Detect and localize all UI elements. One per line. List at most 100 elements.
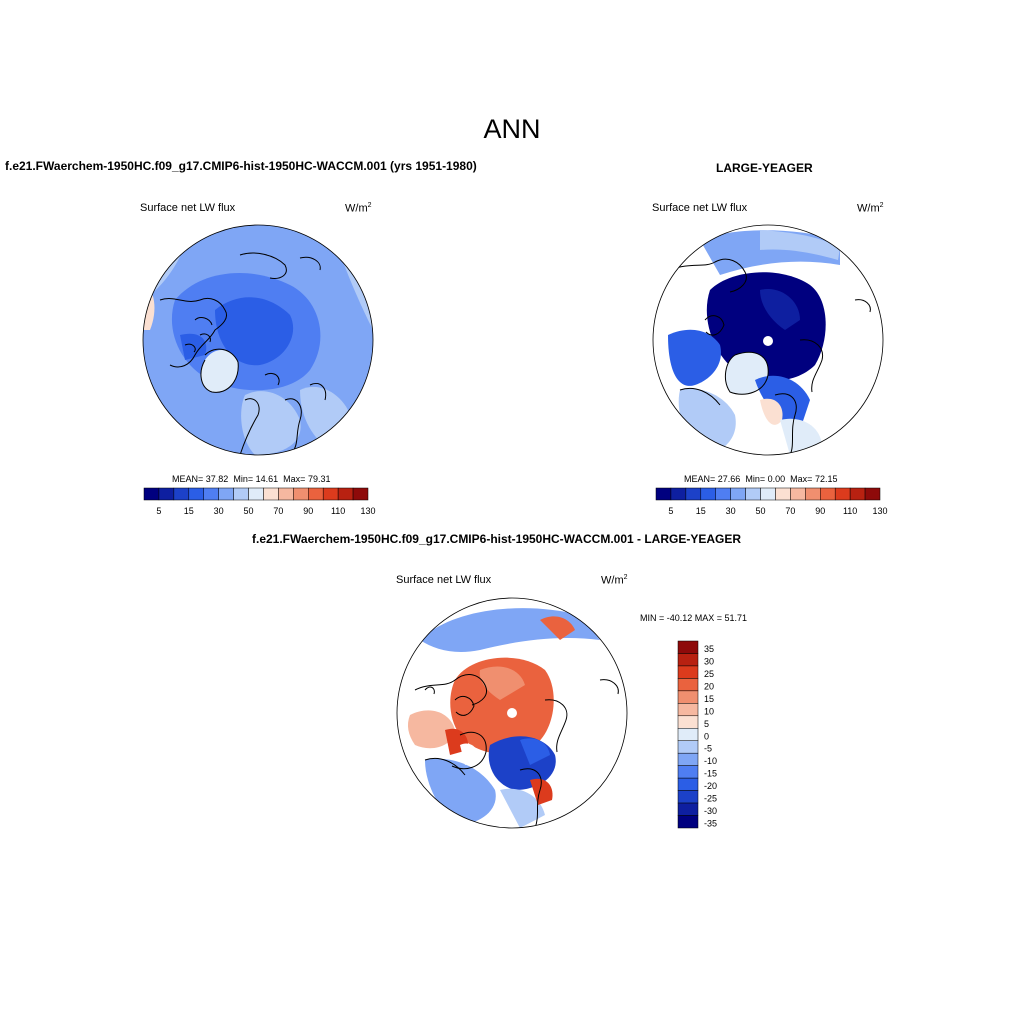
colorbar3-tick-label: -15	[704, 769, 717, 779]
colorbar3-tick-label: -5	[704, 744, 712, 754]
map3-field-region	[460, 743, 479, 765]
colorbar1-swatch	[293, 487, 309, 501]
colorbar1-tick-label: 90	[303, 506, 313, 516]
map2-field-region	[760, 230, 840, 260]
colorbar2-tick-label: 15	[696, 506, 706, 516]
colorbar2-swatch	[790, 487, 806, 501]
colorbar1-tick-label: 5	[156, 506, 161, 516]
colorbar3-swatch	[677, 690, 699, 704]
colorbar2-tick-label: 5	[668, 506, 673, 516]
colorbar2-swatch	[730, 487, 746, 501]
map2-coastlines	[669, 258, 871, 455]
colorbar1-swatch	[188, 487, 204, 501]
colorbar2-swatch	[685, 487, 702, 501]
colorbar1-swatch	[218, 487, 234, 501]
panel3-title: f.e21.FWaerchem-1950HC.f09_g17.CMIP6-his…	[252, 532, 742, 546]
colorbar3-tick-label: -35	[704, 819, 717, 829]
map3-field-region	[407, 710, 455, 749]
colorbar2-swatch	[670, 487, 687, 501]
colorbar3-swatch	[677, 728, 699, 741]
colorbar1-swatch	[308, 487, 324, 501]
colorbar1-swatch	[203, 487, 219, 501]
colorbar1-swatch	[248, 487, 264, 501]
panel2-title: LARGE-YEAGER	[716, 161, 813, 175]
polar-map-model	[143, 225, 373, 455]
map3-coastlines	[414, 674, 619, 828]
colorbar-diff: 35 30 25 20 15 10 5 0 -5 -10 -15 -20 -25 -30 -35	[677, 640, 717, 829]
colorbar2-swatch	[775, 487, 791, 501]
panel2-units: W/m2	[857, 202, 884, 215]
colorbar1-swatch	[263, 487, 279, 501]
colorbar3-tick-label: -20	[704, 781, 717, 791]
page-title: ANN	[483, 114, 541, 144]
panel1-units: W/m2	[345, 202, 372, 215]
colorbar3-swatch	[677, 815, 699, 829]
panel1-title: f.e21.FWaerchem-1950HC.f09_g17.CMIP6-his…	[5, 159, 477, 173]
colorbar1-swatch	[158, 487, 175, 501]
colorbar3-swatch	[677, 715, 699, 729]
map3-field-region	[450, 657, 554, 754]
map1-field-region	[200, 350, 239, 393]
map1-field-region	[180, 333, 207, 360]
colorbar2-swatch	[820, 487, 836, 501]
panel3-minmax: MIN = -40.12 MAX = 51.71	[640, 613, 748, 623]
colorbar2-swatch	[745, 487, 761, 501]
colorbar3-tick-label: 0	[704, 731, 709, 741]
colorbar3-swatch	[677, 653, 699, 667]
colorbar2-tick-label: 130	[872, 506, 887, 516]
map2-field-region	[780, 418, 822, 455]
colorbar2-tick-label: 90	[815, 506, 825, 516]
colorbar2-tick-label: 30	[726, 506, 736, 516]
colorbar3-tick-label: 20	[704, 681, 714, 691]
colorbar3-swatch	[677, 640, 699, 654]
map2-field-region	[760, 398, 783, 425]
map2-field-region	[706, 272, 826, 381]
colorbar2-swatch	[700, 487, 716, 501]
colorbar1-swatch	[143, 487, 160, 501]
colorbar1-swatch	[173, 487, 190, 501]
colorbar3-swatch	[677, 752, 699, 766]
colorbar3-swatch	[677, 777, 699, 791]
map1-field-region	[241, 391, 301, 455]
colorbar2-swatch	[834, 487, 851, 501]
colorbar1-swatch	[233, 487, 249, 501]
map3-boundary	[396, 597, 628, 829]
colorbar1-tick-label: 110	[331, 506, 345, 516]
colorbar3-tick-label: -10	[704, 756, 717, 766]
colorbar3-swatch	[677, 665, 699, 679]
colorbar3-swatch	[677, 790, 699, 804]
colorbar2-swatch	[655, 487, 672, 501]
colorbar2-swatch	[805, 487, 821, 501]
colorbar3-tick-label: -30	[704, 806, 717, 816]
colorbar2-tick-label: 110	[843, 506, 857, 516]
map2-field-region	[668, 329, 721, 386]
map3-field-region	[530, 778, 553, 805]
colorbar2-swatch	[715, 487, 731, 501]
colorbar3-swatch	[677, 740, 699, 754]
colorbar1-tick-label: 50	[244, 506, 254, 516]
colorbar3-tick-label: 35	[704, 644, 714, 654]
map3-pole-hole	[507, 708, 517, 718]
map2-field-region	[760, 289, 800, 330]
colorbar3-tick-label: 15	[704, 694, 714, 704]
colorbar1-swatch	[322, 487, 339, 501]
colorbar3-tick-label: 10	[704, 706, 714, 716]
colorbar3-tick-label: 25	[704, 669, 714, 679]
colorbar1-tick-label: 130	[360, 506, 375, 516]
colorbar2-tick-label: 70	[785, 506, 795, 516]
map2-boundary	[652, 224, 884, 456]
colorbar2-swatch	[849, 487, 866, 501]
colorbar1-tick-label: 30	[214, 506, 224, 516]
map2-pole-hole	[763, 336, 773, 346]
panel1-stats: MEAN= 37.82 Min= 14.61 Max= 79.31	[172, 474, 331, 484]
colorbar3-swatch	[677, 765, 699, 779]
colorbar1-tick-label: 15	[184, 506, 194, 516]
panel1-variable: Surface net LW flux	[140, 202, 236, 214]
colorbar1-tick-label: 70	[273, 506, 283, 516]
colorbar3-swatch	[677, 703, 699, 717]
colorbar1-swatch	[278, 487, 294, 501]
colorbar-model: 5 15 30 50 70 90 110 130	[143, 487, 376, 516]
map3-field-region	[500, 788, 545, 828]
colorbar3-swatch	[677, 802, 699, 816]
map3-field-region	[479, 666, 525, 700]
